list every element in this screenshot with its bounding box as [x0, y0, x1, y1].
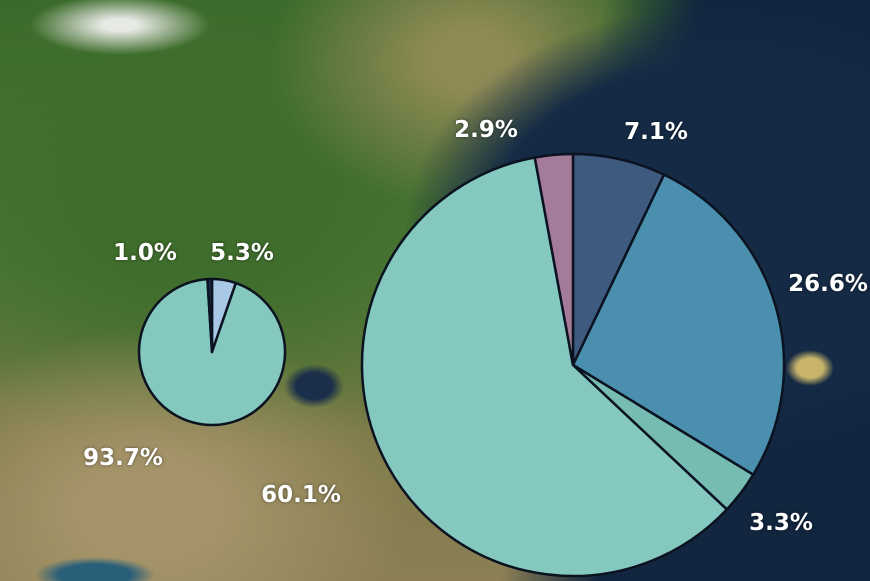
- large-pie-label-60-1: 60.1%: [261, 482, 341, 508]
- large-pie-slice: [360, 156, 729, 578]
- small-pie-label-1-0: 1.0%: [113, 240, 177, 266]
- large-pie-label-3-3: 3.3%: [749, 510, 813, 536]
- large-pie-slice: [533, 152, 575, 367]
- large-pie-label-2-9: 2.9%: [454, 117, 518, 143]
- large-pie-slice: [571, 173, 786, 476]
- large-pie-label-7-1: 7.1%: [624, 119, 688, 145]
- small-pie-label-5-3: 5.3%: [210, 240, 274, 266]
- small-pie-slice: [206, 277, 214, 354]
- large-pie-label-26-6: 26.6%: [788, 271, 868, 297]
- small-pie-label-93-7: 93.7%: [83, 445, 163, 471]
